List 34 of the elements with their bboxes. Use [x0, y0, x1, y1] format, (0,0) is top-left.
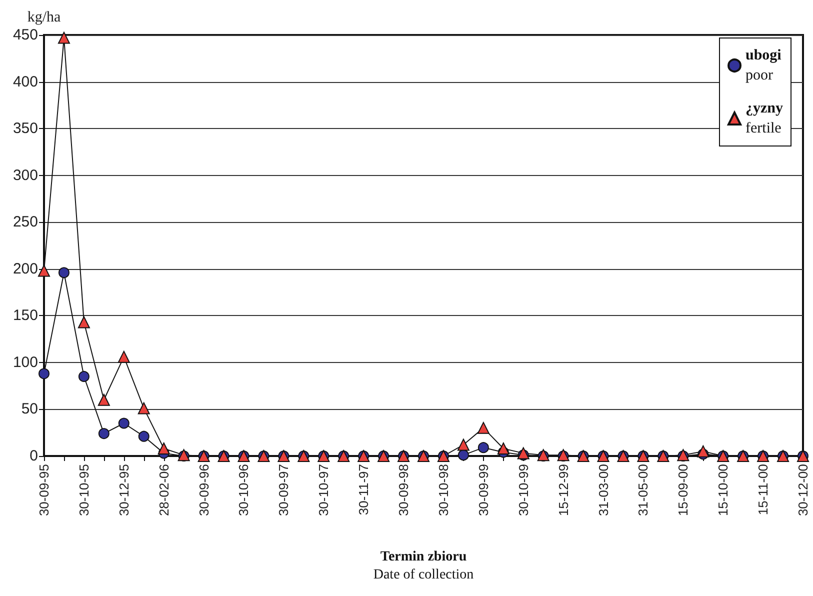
legend-label: ¿yzny fertile [746, 100, 784, 136]
y-tick-label: 300 [12, 166, 38, 184]
x-tick-label: 31-05-00 [636, 464, 651, 516]
x-tick-label: 15-12-99 [556, 464, 571, 516]
x-tick-label: 15-11-00 [756, 464, 771, 516]
x-tick-label: 30-10-95 [76, 464, 92, 516]
x-tick-label: 15-10-00 [716, 464, 731, 516]
y-tick-label: 400 [12, 73, 38, 90]
x-axis-title: Termin zbioru Date of collection [373, 550, 474, 582]
x-tick-label: 30-12-00 [796, 464, 810, 516]
y-tick-label: 200 [12, 260, 38, 278]
legend-label: ubogi poor [746, 48, 782, 84]
x-tick-label: 30-09-99 [476, 464, 491, 516]
x-tick-label: 30-09-96 [196, 464, 212, 516]
y-tick-label: 50 [21, 400, 38, 418]
y-tick-label: 150 [12, 307, 38, 324]
x-tick-label: 30-10-97 [316, 464, 332, 516]
x-tick-label: 30-12-95 [116, 464, 132, 516]
y-tick-label: 350 [12, 120, 38, 138]
x-tick-label: 15-09-00 [676, 464, 691, 516]
y-axis-title: kg/ha [27, 10, 62, 26]
x-tick-label: 30-10-99 [516, 464, 531, 516]
y-tick-label: 450 [12, 26, 38, 44]
x-tick-label: 28-02-06 [156, 464, 172, 516]
y-tick-label: 250 [12, 214, 38, 231]
x-tick-label: 31-03-00 [596, 464, 611, 516]
x-tick-label: 30-09-98 [396, 464, 412, 516]
y-tick-label: 100 [12, 354, 38, 371]
x-tick-label: 30-09-97 [276, 464, 292, 516]
y-tick-label: 0 [30, 448, 38, 464]
x-tick-label: 30-11-97 [356, 464, 372, 516]
x-tick-label: 30-10-98 [436, 464, 451, 516]
x-tick-label: 30-10-96 [236, 464, 252, 516]
x-tick-label: 30-09-95 [36, 464, 52, 516]
